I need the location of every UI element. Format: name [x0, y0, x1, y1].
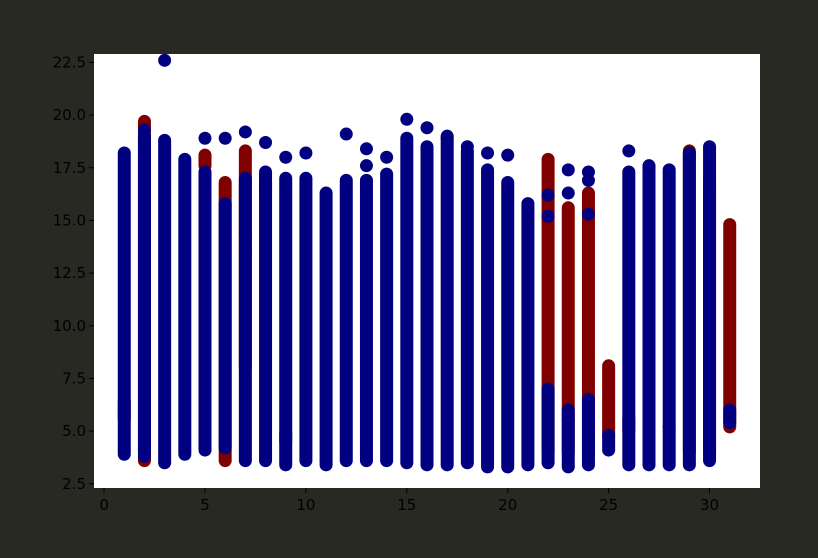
data-point [561, 414, 575, 428]
x-tick-label: 30 [700, 496, 719, 514]
point-column [380, 167, 394, 468]
point-column [198, 165, 212, 457]
point-column [723, 218, 737, 434]
point-column [481, 163, 495, 474]
point-column [561, 403, 575, 474]
data-point [703, 428, 717, 442]
data-point [198, 154, 212, 168]
x-tick-label: 10 [296, 496, 315, 514]
point-column [339, 173, 353, 468]
data-point [481, 146, 495, 160]
data-point [218, 131, 232, 145]
data-point [359, 142, 373, 156]
data-point [359, 159, 373, 173]
data-point [137, 123, 151, 137]
point-column [642, 159, 656, 472]
point-column [460, 144, 474, 470]
y-tick-label: 17.5 [53, 159, 86, 177]
data-point [279, 150, 293, 164]
point-column [440, 129, 454, 472]
data-point [198, 131, 212, 145]
point-column [682, 146, 696, 472]
point-column [561, 201, 575, 459]
data-point [581, 207, 595, 221]
data-point [541, 188, 555, 202]
x-tick-label: 0 [99, 496, 109, 514]
data-point [501, 148, 515, 162]
data-marks [117, 54, 737, 474]
point-column [137, 129, 151, 459]
data-point [137, 449, 151, 463]
y-tick-label: 15.0 [53, 211, 86, 229]
point-column [662, 163, 676, 472]
x-tick-label: 5 [200, 496, 210, 514]
data-point [137, 426, 151, 440]
axes: 2.5 5.0 7.5 10.0 12.5 15.0 17.5 20.0 22.5 0 5 10 15 2… [53, 53, 719, 514]
point-column [541, 152, 555, 459]
point-column [602, 428, 616, 457]
point-column [703, 140, 717, 468]
y-tick-label: 12.5 [53, 264, 86, 282]
y-tick-label: 22.5 [53, 53, 86, 71]
data-point [703, 348, 717, 362]
y-tick-label: 5.0 [62, 422, 86, 440]
point-column [521, 197, 535, 472]
y-tick-label: 2.5 [62, 475, 86, 493]
data-point [541, 433, 555, 447]
point-column [178, 152, 192, 461]
data-point [561, 186, 575, 200]
series-1 [117, 54, 737, 474]
data-point [561, 163, 575, 177]
x-tick-label: 15 [397, 496, 416, 514]
point-column [541, 382, 555, 470]
data-point [339, 127, 353, 141]
point-column [581, 393, 595, 472]
data-point [380, 150, 394, 164]
point-column [299, 171, 313, 468]
data-point [259, 135, 273, 149]
point-column [238, 171, 252, 468]
data-point [581, 173, 595, 187]
data-point [420, 121, 434, 135]
point-column [581, 186, 595, 459]
point-column [259, 165, 273, 468]
point-column [420, 140, 434, 472]
point-column [218, 197, 232, 455]
point-column [279, 171, 293, 472]
point-column [158, 133, 172, 470]
data-point [703, 374, 717, 388]
point-column [117, 146, 131, 461]
y-tick-label: 20.0 [53, 106, 86, 124]
data-point [622, 144, 636, 158]
data-point [541, 407, 555, 421]
data-point [703, 171, 717, 185]
data-point [400, 112, 414, 126]
y-tick-label: 7.5 [62, 369, 86, 387]
data-point [299, 146, 313, 160]
point-column [622, 165, 636, 472]
data-point [238, 125, 252, 139]
y-tick-label: 10.0 [53, 317, 86, 335]
point-column [602, 359, 616, 442]
data-point [440, 131, 454, 145]
data-point [158, 54, 172, 67]
x-tick-label: 25 [599, 496, 618, 514]
point-column [319, 186, 333, 472]
point-column [501, 176, 515, 474]
x-tick-label: 20 [498, 496, 517, 514]
point-column [723, 403, 737, 430]
data-point [541, 209, 555, 223]
point-column [359, 173, 373, 468]
data-point [682, 152, 696, 166]
point-column [400, 131, 414, 470]
data-point [460, 140, 474, 154]
